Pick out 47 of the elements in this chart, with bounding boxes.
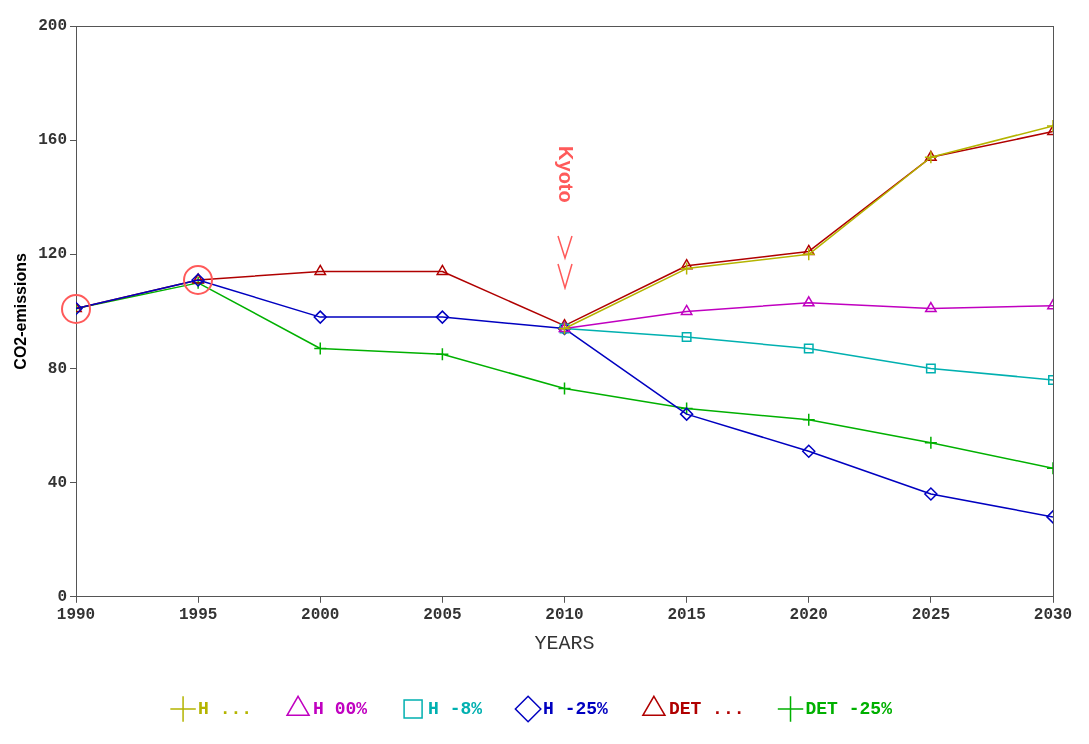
point <box>803 343 814 354</box>
point <box>802 444 816 458</box>
point <box>679 261 694 276</box>
point <box>679 401 694 416</box>
y-tick-label: 80 <box>47 359 67 378</box>
y-tick-label: 0 <box>57 587 67 606</box>
point <box>313 310 327 324</box>
legend-label: H 00% <box>313 698 368 719</box>
legend-label: H -8% <box>428 698 483 719</box>
x-axis-title: YEARS <box>534 632 595 656</box>
point <box>314 264 327 276</box>
point <box>680 304 693 316</box>
point <box>679 407 694 421</box>
point <box>924 435 938 450</box>
point <box>557 381 572 396</box>
legend-label: DET -25% <box>805 698 893 719</box>
y-tick-label: 40 <box>47 473 67 492</box>
x-tick-label: 2020 <box>789 606 828 625</box>
point <box>802 413 816 427</box>
point <box>802 244 815 256</box>
y-tick-label: 120 <box>38 245 67 264</box>
x-tick-label: 2025 <box>911 606 951 625</box>
x-tick-label: 2015 <box>667 606 706 625</box>
x-tick-label: 1990 <box>56 606 96 625</box>
point <box>924 301 937 313</box>
x-tick-label: 2030 <box>1033 606 1073 625</box>
point <box>681 332 692 343</box>
point <box>435 310 450 324</box>
point <box>680 258 693 270</box>
point <box>436 264 449 276</box>
x-tick-label: 2000 <box>301 606 340 625</box>
point <box>802 296 815 307</box>
y-tick-label: 160 <box>38 131 67 150</box>
x-tick-label: 2005 <box>423 606 462 625</box>
point <box>802 247 816 262</box>
x-tick-label: 1995 <box>178 606 218 625</box>
y-axis-title: CO2-emissions <box>12 253 30 370</box>
point <box>435 347 450 361</box>
point <box>925 363 936 374</box>
legend-label: DET ... <box>668 698 745 719</box>
y-tick-label: 200 <box>38 17 67 36</box>
x-tick-label: 2010 <box>545 606 584 625</box>
legend-label: H -25% <box>543 698 609 719</box>
point <box>924 487 938 501</box>
annotation: Kyoto <box>554 146 577 203</box>
point <box>313 341 327 356</box>
legend-label: H ... <box>198 698 253 719</box>
